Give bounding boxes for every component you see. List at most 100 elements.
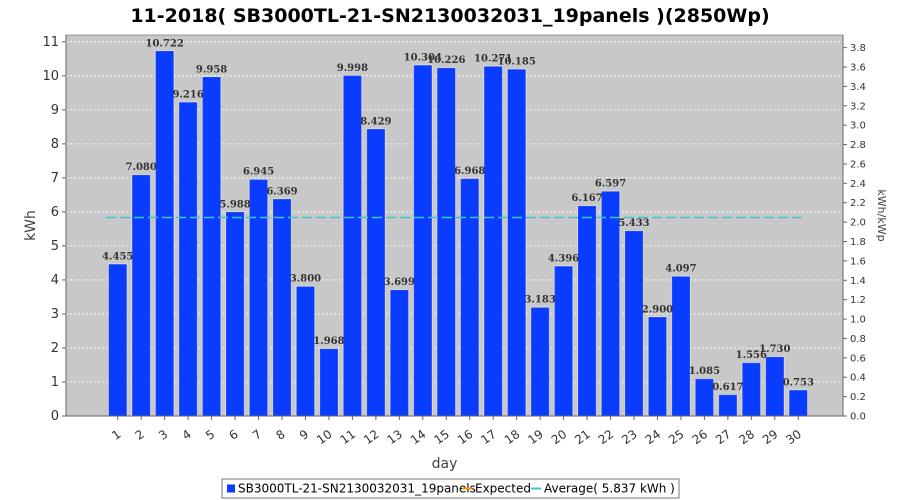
y2-tick-label: 0.6 — [850, 353, 866, 364]
bar-value-label: 5.988 — [219, 199, 250, 210]
y2-axis-label: kWh/kWp — [875, 189, 888, 241]
legend-label: Expected — [475, 482, 531, 496]
y2-tick-label: 3.0 — [850, 121, 866, 132]
y-axis-label: kWh — [23, 210, 39, 241]
bar — [742, 362, 761, 417]
bar-labels: 4.455 7.080 10.722 9.216 9.958 5.988 6.945 6.36… — [102, 38, 814, 393]
bar-value-label: 6.369 — [266, 186, 297, 197]
bar — [108, 264, 127, 417]
y2-tick-label: 2.2 — [850, 198, 866, 209]
y-axis: 0 1 2 3 4 5 6 7 8 9 10 11 — [42, 35, 67, 424]
bar — [272, 199, 292, 417]
y2-axis: 0.0 0.2 0.4 0.6 0.8 1.0 1.2 1.4 1.6 1.8 2.0 2.2 2.4 2… — [842, 35, 866, 423]
bar-value-label: 8.429 — [360, 116, 391, 127]
y-tick-label: 4 — [51, 273, 59, 288]
x-axis-label: day — [432, 456, 458, 472]
bar — [531, 307, 550, 417]
y2-tick-label: 2.6 — [850, 159, 866, 170]
y2-tick-label: 1.6 — [850, 256, 866, 267]
bar — [624, 230, 644, 417]
bar — [226, 212, 245, 417]
bar — [132, 174, 151, 417]
bar-value-label: 3.699 — [384, 277, 415, 288]
bar-value-label: 1.556 — [736, 350, 767, 361]
bar-value-label: 10.185 — [498, 57, 536, 68]
y-tick-label: 3 — [51, 307, 59, 322]
y2-tick-label: 3.8 — [850, 43, 866, 54]
y-tick-label: 7 — [51, 171, 59, 186]
bar-value-label: 1.085 — [689, 366, 720, 377]
bar-value-label: 3.800 — [290, 274, 321, 285]
bar — [554, 266, 573, 417]
bar — [343, 75, 362, 417]
y2-tick-label: 2.0 — [850, 218, 866, 229]
y2-tick-label: 1.8 — [850, 237, 866, 248]
y2-tick-label: 2.4 — [850, 179, 866, 190]
bar — [460, 178, 479, 417]
bar-value-label: 2.900 — [642, 304, 673, 315]
legend-label: Average( 5.837 kWh ) — [544, 482, 675, 496]
bar — [507, 69, 526, 417]
bar-value-label: 1.968 — [313, 336, 344, 347]
y2-tick-label: 1.4 — [850, 276, 866, 287]
y-tick-label: 10 — [42, 69, 59, 84]
y-tick-label: 8 — [51, 137, 59, 152]
y2-tick-label: 0.2 — [850, 392, 866, 403]
bar-value-label: 6.968 — [454, 166, 485, 177]
bar-value-label: 0.753 — [783, 377, 814, 388]
y-tick-label: 6 — [51, 205, 59, 220]
y-tick-label: 9 — [51, 103, 59, 118]
bar — [765, 356, 784, 417]
bar-value-label: 0.617 — [712, 382, 743, 393]
bar-value-label: 3.183 — [524, 295, 555, 306]
legend-swatch — [227, 484, 235, 493]
y2-tick-label: 1.2 — [850, 295, 866, 306]
y2-tick-label: 0.4 — [850, 373, 866, 384]
bar-value-label: 4.396 — [548, 253, 579, 264]
bar-value-label: 9.216 — [172, 89, 203, 100]
bar — [296, 286, 315, 417]
bar — [789, 390, 808, 417]
y2-tick-label: 0.0 — [850, 412, 866, 423]
bar-value-label: 10.271 — [474, 54, 512, 65]
y2-tick-label: 0.8 — [850, 334, 866, 345]
bar-value-label: 4.455 — [102, 251, 133, 262]
y-tick-label: 2 — [51, 341, 59, 356]
y2-tick-label: 3.4 — [850, 82, 866, 93]
bar — [648, 317, 667, 417]
y2-tick-label: 3.2 — [850, 101, 866, 112]
bar — [437, 67, 456, 417]
bar — [695, 378, 714, 417]
y-tick-label: 0 — [51, 409, 59, 424]
bar-value-label: 10.722 — [146, 38, 184, 49]
y-tick-label: 5 — [51, 239, 59, 254]
bar-value-label: 5.433 — [618, 218, 649, 229]
legend: SB3000TL-21-SN2130032031_19panels Expecte… — [221, 478, 680, 499]
bar — [413, 65, 432, 417]
bars — [107, 50, 809, 417]
legend-box — [221, 478, 680, 499]
bar — [249, 179, 268, 417]
bar — [155, 51, 174, 417]
bar — [390, 289, 409, 417]
bar-value-label: 6.945 — [243, 167, 274, 178]
bar — [319, 348, 338, 417]
y2-tick-label: 1.0 — [850, 315, 866, 326]
y-tick-label: 1 — [51, 375, 59, 390]
bar-value-label: 6.597 — [595, 179, 626, 190]
bar-value-label: 10.304 — [404, 52, 442, 63]
y-tick-label: 11 — [42, 35, 59, 50]
bar — [601, 191, 620, 417]
bar — [578, 205, 597, 417]
bar-value-label: 9.998 — [337, 63, 368, 74]
bar — [202, 77, 221, 417]
chart-title: 11-2018( SB3000TL-21-SN2130032031_19pane… — [130, 5, 769, 27]
bar-value-label: 7.080 — [126, 162, 157, 173]
bar-value-label: 4.097 — [665, 264, 696, 275]
bar-value-label: 9.958 — [196, 64, 227, 75]
bar-value-label: 10.226 — [427, 55, 465, 66]
bar — [366, 129, 385, 417]
bar — [671, 276, 690, 417]
